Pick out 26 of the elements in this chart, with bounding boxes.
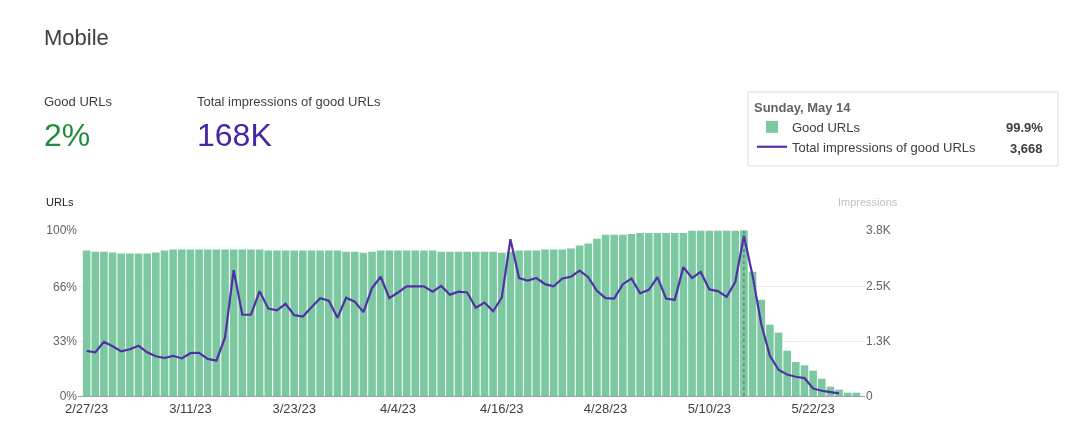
x-tick-label: 3/11/23 — [169, 400, 212, 416]
text: 99.9% — [1006, 120, 1044, 135]
y-tick-label: 66% — [52, 279, 78, 294]
legend-label: Total impressions of good URLs — [792, 139, 977, 155]
x-tick-label: 4/4/23 — [379, 400, 417, 416]
legend-title: Sunday, May 14 — [754, 99, 852, 115]
legend-label: Good URLs — [792, 119, 861, 135]
y2-tick-label: 3.8K — [866, 223, 891, 238]
chart-title: Mobile — [44, 25, 109, 50]
x-tick-label: 5/22/23 — [791, 400, 835, 416]
text: Good URLs — [44, 94, 113, 109]
text: 168K — [197, 117, 272, 153]
y-axis-title: URLs — [46, 196, 75, 208]
y2-axis-title: Impressions — [838, 196, 898, 208]
y2-tick-label: 0 — [866, 389, 873, 404]
x-tick-label: 3/23/23 — [272, 400, 316, 416]
text: Total impressions of good URLs — [197, 94, 382, 109]
y-tick-label: 100% — [46, 223, 78, 238]
y2-tick-label: 2.5K — [866, 278, 891, 293]
y-tick-label: 33% — [52, 334, 78, 349]
x-tick-label: 5/10/23 — [687, 400, 732, 416]
text: 2% — [44, 117, 91, 153]
x-tick-label: 4/16/23 — [480, 400, 524, 416]
text: 3,668 — [1010, 141, 1043, 156]
x-tick-label: 4/28/23 — [583, 400, 628, 416]
y2-tick-label: 1.3K — [866, 333, 891, 348]
